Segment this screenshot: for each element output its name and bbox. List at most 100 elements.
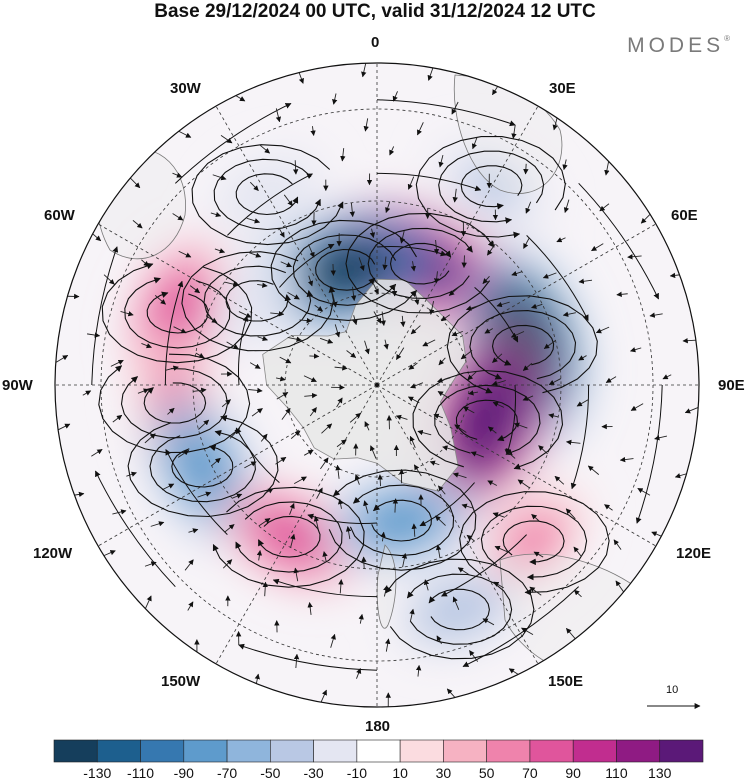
streamline	[385, 558, 535, 660]
wind-vector	[319, 337, 334, 344]
wind-vector	[487, 426, 497, 434]
wind-vector	[538, 445, 548, 455]
wind-vector	[103, 274, 115, 285]
wind-vector	[508, 668, 519, 675]
wind-vector	[640, 214, 651, 224]
wind-vector	[293, 653, 300, 669]
wind-vector	[212, 174, 227, 181]
streamline	[367, 227, 473, 299]
wind-vector	[511, 270, 523, 277]
streamline	[235, 173, 299, 216]
wind-vector	[144, 433, 156, 444]
wind-vector	[189, 285, 201, 294]
streamline	[227, 173, 313, 236]
wind-vector	[407, 176, 415, 190]
wind-vector	[337, 498, 344, 509]
streamline	[491, 324, 555, 366]
wind-vector	[184, 559, 194, 571]
wind-vector	[494, 545, 508, 553]
colorbar-swatch	[399, 739, 444, 763]
wind-vector	[548, 378, 562, 386]
wind-vector	[382, 256, 388, 271]
wind-vector	[616, 291, 628, 298]
anomaly-blob	[233, 274, 280, 328]
wind-vector	[400, 315, 406, 328]
wind-vector	[548, 413, 559, 419]
wind-vector	[484, 328, 493, 334]
wind-vector	[57, 423, 71, 431]
wind-vector	[482, 276, 490, 284]
wind-vector	[281, 407, 291, 420]
wind-vector	[224, 524, 235, 533]
lon-label-90w: 90W	[2, 377, 33, 394]
lon-label-30w: 30W	[170, 80, 201, 97]
wind-vector	[543, 340, 556, 349]
wind-vector	[565, 439, 581, 446]
wind-vector	[684, 407, 699, 414]
wind-vector	[283, 194, 293, 207]
colorbar-tick-label: 90	[565, 765, 581, 781]
wind-vector	[373, 283, 379, 295]
wind-vector	[350, 286, 357, 302]
colorbar-tick-label: 110	[605, 765, 628, 781]
streamline	[124, 277, 231, 349]
wind-vector	[438, 357, 446, 366]
wind-vector	[287, 291, 300, 300]
wind-vector	[454, 424, 467, 433]
streamline	[270, 219, 418, 321]
streamline	[502, 520, 565, 566]
wind-vector	[132, 220, 143, 229]
colorbar-tick-label: 30	[435, 765, 452, 781]
wind-vector	[275, 376, 286, 382]
colorbar-tick-label: -50	[260, 765, 281, 781]
streamline	[164, 280, 184, 386]
wind-vector	[410, 325, 421, 335]
wind-vector	[259, 144, 271, 154]
wind-vector	[389, 146, 395, 156]
wind-vector	[595, 326, 610, 334]
wind-vector	[525, 201, 532, 214]
wind-vector	[452, 188, 458, 203]
streamline	[389, 242, 452, 285]
wind-vector	[433, 413, 444, 419]
streamline	[91, 246, 119, 386]
wind-vector	[354, 474, 360, 485]
wind-vector	[492, 353, 503, 363]
wind-vector	[214, 248, 226, 254]
wind-vector	[493, 581, 504, 589]
wind-vector	[529, 586, 542, 596]
streamline	[149, 429, 256, 503]
wind-vector	[462, 406, 475, 414]
wind-vector	[373, 311, 382, 324]
wind-vector	[307, 602, 313, 615]
latitude-circle	[192, 200, 562, 570]
wind-vector	[330, 263, 336, 276]
wind-vector	[172, 213, 184, 221]
streamline	[191, 144, 344, 246]
wind-vector	[392, 498, 399, 513]
wind-vector	[452, 472, 467, 479]
wind-vector	[604, 161, 610, 176]
wind-vector	[210, 211, 222, 218]
wind-vector	[573, 546, 582, 557]
streamline	[165, 449, 228, 535]
wind-vector	[304, 392, 318, 399]
wind-vector	[195, 352, 205, 359]
wind-vector	[292, 160, 299, 175]
wind-vector	[401, 553, 408, 568]
streamline	[406, 573, 513, 645]
wind-vector	[451, 330, 463, 337]
wind-vector	[275, 108, 282, 123]
wind-vector	[573, 589, 582, 598]
wind-vector	[206, 315, 218, 323]
wind-vector	[221, 399, 231, 408]
wind-vector	[396, 347, 405, 360]
wind-vector	[303, 375, 317, 382]
streamline	[212, 486, 365, 588]
lon-label-60e: 60E	[671, 207, 698, 224]
wind-vector	[352, 315, 358, 326]
wind-vector	[504, 449, 516, 459]
wind-vector	[654, 435, 668, 441]
streamline	[376, 99, 516, 127]
wind-vector	[552, 117, 558, 131]
